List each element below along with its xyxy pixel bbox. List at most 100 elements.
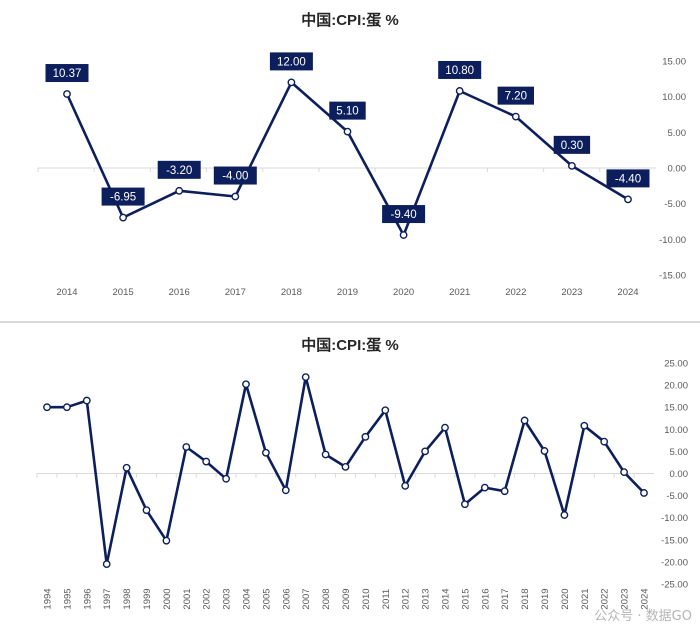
data-label: 7.20 (505, 91, 527, 103)
x-tick-label: 2009 (341, 588, 352, 609)
x-tick-label: 2019 (540, 588, 551, 609)
data-point (231, 192, 240, 201)
data-point (568, 161, 576, 170)
x-tick-label: 2006 (281, 588, 292, 609)
x-tick-label: 2015 (113, 287, 134, 298)
data-point (620, 468, 628, 477)
data-point (321, 450, 330, 459)
data-point (175, 186, 184, 195)
data-point (441, 423, 449, 432)
y-tick-label: 25.00 (664, 359, 688, 370)
data-point (480, 483, 489, 492)
x-tick-label: 2003 (222, 588, 233, 609)
data-label-box (382, 205, 426, 224)
y-tick-label: 0.00 (670, 469, 689, 480)
x-tick-label: 1996 (82, 588, 93, 609)
x-tick-label: 2017 (225, 287, 246, 298)
y-tick-label: 15.00 (664, 403, 688, 414)
data-point (281, 486, 290, 495)
x-tick-label: 2022 (600, 588, 611, 609)
x-tick-label: 1997 (102, 588, 113, 609)
data-label-box (45, 64, 89, 83)
data-point (381, 406, 390, 415)
data-point (43, 403, 51, 412)
x-tick-label: 2008 (321, 588, 332, 609)
x-tick-label: 2024 (640, 588, 651, 609)
data-label-box (497, 86, 534, 105)
data-point (63, 90, 71, 98)
data-point (500, 487, 509, 496)
x-tick-label: 2004 (242, 588, 253, 609)
x-tick-label: 2016 (169, 287, 190, 298)
data-point (341, 462, 350, 471)
data-point (119, 213, 128, 222)
y-tick-label: 10.00 (664, 425, 688, 436)
y-tick-label: -15.00 (661, 535, 688, 546)
data-point (540, 447, 549, 455)
y-tick-label: -10.00 (661, 513, 688, 524)
x-tick-label: 2005 (261, 588, 272, 609)
x-tick-label: 2000 (162, 588, 173, 609)
data-label: 12.00 (277, 56, 306, 68)
data-point (343, 127, 352, 136)
data-label-box (329, 101, 366, 120)
chart-panel-top: 中国:CPI:蛋 % 15.00 10.00 5.00 0.00 -5.00 -10.00… (0, 11, 700, 322)
data-label: 0.30 (561, 140, 583, 152)
x-tick-label: 2021 (580, 588, 591, 609)
data-label: 10.80 (445, 65, 474, 77)
x-tick-label: 2020 (393, 287, 414, 298)
x-tick-label: 2020 (560, 588, 571, 609)
data-label-box (157, 160, 201, 179)
data-point (182, 443, 191, 451)
data-point (399, 231, 408, 239)
data-point (82, 396, 91, 405)
y-tick-label: -15.00 (659, 271, 686, 282)
watermark: 公众号 · 数据GO (594, 609, 692, 624)
y-tick-label: -20.00 (661, 557, 688, 568)
x-tick-label: 2011 (381, 589, 392, 609)
x-tick-label: 1994 (43, 588, 54, 609)
x-tick-label: 2024 (617, 287, 638, 298)
data-point (361, 432, 370, 441)
y-tick-label: 15.00 (662, 57, 686, 68)
x-tick-label: 1995 (62, 588, 73, 609)
cpi-egg-chart-1994-2024: 中国:CPI:蛋 % 25.00 20.00 15.00 10.00 5.00 0.00 -… (36, 336, 689, 610)
y-tick-label: 10.00 (662, 92, 686, 103)
x-tick-label: 2018 (520, 588, 531, 609)
data-point (63, 403, 71, 412)
y-tick-label: 20.00 (664, 381, 688, 392)
data-point (511, 112, 520, 121)
chart-title: 中国:CPI:蛋 % (301, 336, 399, 354)
x-tick-label: 2023 (561, 287, 582, 298)
data-label-box (269, 52, 313, 71)
data-point (624, 195, 632, 204)
data-point (560, 511, 569, 519)
y-tick-label: 0.00 (668, 164, 687, 175)
x-tick-label: 2019 (337, 287, 358, 298)
data-point (142, 506, 151, 515)
data-point (640, 489, 648, 497)
x-tick-label: 2017 (500, 588, 511, 609)
y-tick-label: 5.00 (670, 447, 689, 458)
x-tick-label: 1999 (142, 588, 153, 609)
x-tick-label: 2014 (56, 287, 77, 298)
data-point (301, 373, 310, 382)
x-tick-label: 1998 (122, 588, 133, 609)
data-point (401, 481, 410, 490)
data-label: -9.40 (390, 209, 416, 221)
chart-title: 中国:CPI:蛋 % (301, 11, 399, 29)
data-point (421, 447, 429, 456)
data-label: -4.00 (222, 171, 248, 183)
x-tick-label: 2014 (441, 588, 452, 609)
x-tick-label: 2001 (182, 588, 193, 609)
data-point (242, 380, 250, 389)
x-tick-label: 2002 (202, 588, 213, 609)
x-tick-label: 2018 (281, 287, 302, 298)
data-label-box (606, 169, 650, 188)
data-point (162, 536, 171, 545)
data-point (287, 78, 296, 87)
data-label-box (438, 60, 482, 79)
data-label-box (553, 135, 591, 154)
x-tick-label: 2007 (301, 588, 312, 609)
x-tick-label: 2021 (449, 287, 470, 298)
